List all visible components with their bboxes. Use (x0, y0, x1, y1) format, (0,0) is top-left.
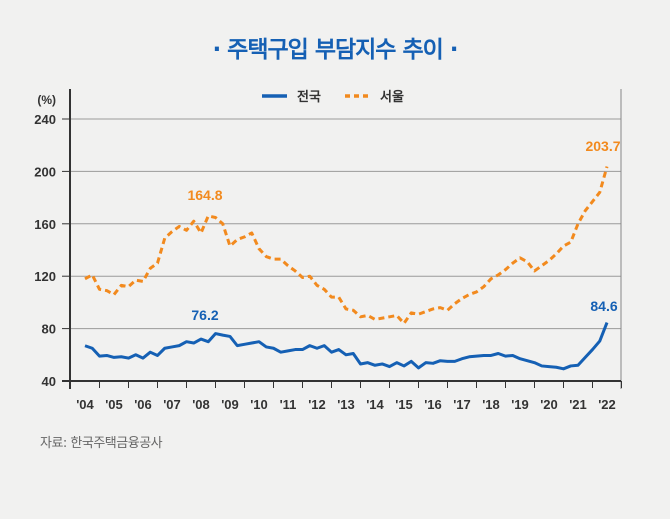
legend-label-national: 전국 (297, 89, 321, 104)
x-tick-label: '15 (395, 397, 413, 412)
annotation-national-latest: 84.6 (590, 298, 617, 314)
source-note: 자료: 한국주택금융공사 (40, 436, 163, 451)
x-tick-label: '18 (482, 397, 500, 412)
x-tick-label: '09 (221, 397, 239, 412)
x-tick-label: '04 (76, 397, 94, 412)
x-tick-label: '16 (424, 397, 442, 412)
x-tick-label: '07 (163, 397, 181, 412)
y-tick-label: 200 (34, 164, 56, 179)
y-tick-label: 160 (34, 217, 56, 232)
legend-label-seoul: 서울 (380, 89, 404, 104)
annotation-seoul-latest: 203.7 (585, 138, 620, 154)
x-tick-label: '10 (250, 397, 268, 412)
x-tick-label: '06 (134, 397, 152, 412)
x-tick-label: '12 (308, 397, 326, 412)
series-line-seoul (84, 166, 609, 325)
annotation-national-peak: 76.2 (191, 307, 218, 323)
x-tick-label: '21 (569, 397, 587, 412)
x-tick-label: '05 (105, 397, 123, 412)
x-tick-label: '20 (540, 397, 558, 412)
chart-title: · 주택구입 부담지수 추이 · (212, 37, 458, 63)
y-tick-label: 40 (42, 374, 56, 389)
x-tick-label: '22 (598, 397, 616, 412)
x-tick-label: '13 (337, 397, 355, 412)
y-tick-label: 240 (34, 112, 56, 127)
y-tick-label: 80 (42, 322, 56, 337)
x-tick-label: '19 (511, 397, 529, 412)
x-tick-label: '14 (366, 397, 384, 412)
annotation-seoul-peak: 164.8 (187, 187, 222, 203)
x-tick-label: '11 (280, 397, 297, 412)
series-line-national (84, 322, 609, 371)
x-tick-label: '17 (453, 397, 471, 412)
x-tick-label: '08 (192, 397, 210, 412)
y-tick-label: 120 (34, 269, 56, 284)
y-axis-unit: (%) (37, 93, 56, 107)
